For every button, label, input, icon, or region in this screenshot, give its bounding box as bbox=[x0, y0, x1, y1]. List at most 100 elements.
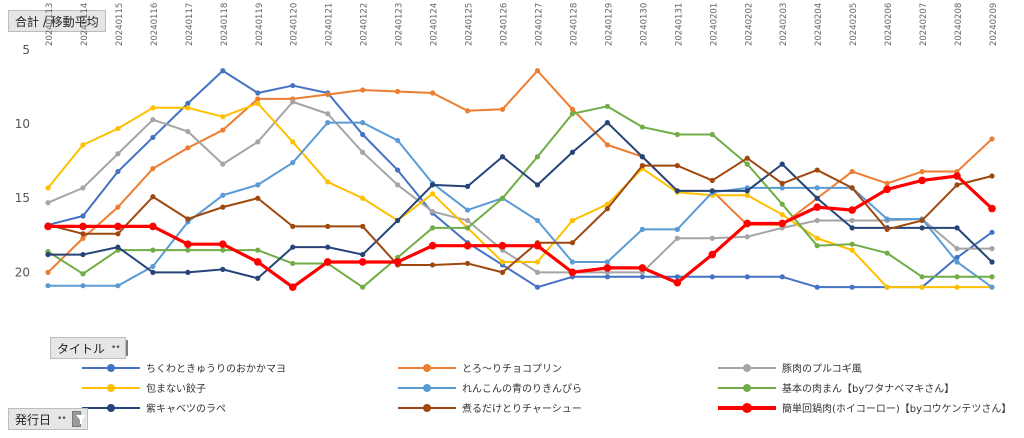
legend-swatch bbox=[718, 383, 776, 393]
legend-swatch bbox=[718, 363, 776, 373]
x-tick-label: 20240127 bbox=[534, 3, 544, 46]
data-point bbox=[499, 195, 506, 201]
data-point bbox=[115, 231, 121, 237]
data-point bbox=[150, 269, 156, 275]
data-point bbox=[989, 259, 995, 265]
data-point bbox=[499, 269, 506, 275]
x-tick-label: 20240128 bbox=[569, 3, 579, 46]
legend-item: ちくわときゅうりのおかかマヨ bbox=[82, 360, 286, 375]
data-point bbox=[849, 241, 855, 247]
legend-swatch bbox=[398, 383, 456, 393]
data-point bbox=[779, 211, 785, 218]
data-point bbox=[80, 185, 86, 191]
data-point bbox=[80, 213, 86, 219]
data-point bbox=[429, 225, 436, 231]
data-point bbox=[290, 82, 296, 89]
data-point bbox=[464, 217, 471, 224]
data-point bbox=[325, 120, 331, 126]
data-point bbox=[883, 185, 891, 194]
data-point bbox=[674, 131, 680, 138]
x-tick-label: 20240113 bbox=[45, 3, 55, 46]
data-point bbox=[428, 241, 437, 250]
y-tick-label: 10 bbox=[15, 117, 30, 131]
data-point bbox=[255, 139, 261, 145]
data-point bbox=[569, 111, 576, 117]
y-tick-label: 20 bbox=[15, 265, 30, 279]
data-point bbox=[954, 284, 960, 290]
data-point bbox=[360, 149, 366, 155]
data-point bbox=[569, 240, 576, 246]
data-point bbox=[395, 217, 401, 224]
data-point bbox=[989, 173, 995, 179]
data-point bbox=[674, 274, 680, 280]
data-point bbox=[150, 134, 156, 141]
data-point bbox=[45, 251, 51, 258]
series-line bbox=[48, 174, 994, 289]
x-tick-label: 20240122 bbox=[360, 3, 370, 46]
filter-icon[interactable] bbox=[71, 411, 87, 427]
legend-swatch bbox=[718, 402, 776, 413]
data-point bbox=[360, 131, 366, 138]
axis-field-button[interactable]: 発行日 •• bbox=[8, 408, 88, 430]
data-point bbox=[499, 154, 506, 160]
legend: ちくわときゅうりのおかかマヨ とろ〜りチョコプリン 豚肉のプルコギ風 包まない餃子 れん… bbox=[82, 360, 1022, 420]
data-point bbox=[80, 142, 86, 148]
data-point bbox=[953, 172, 961, 180]
data-point bbox=[604, 103, 611, 109]
legend-label: 包まない餃子 bbox=[146, 384, 206, 395]
data-point bbox=[290, 139, 296, 145]
data-point bbox=[744, 155, 750, 161]
data-point bbox=[638, 264, 647, 272]
data-point bbox=[150, 247, 156, 253]
data-point bbox=[360, 223, 366, 229]
x-tick-label: 20240208 bbox=[954, 3, 964, 46]
data-point bbox=[115, 244, 121, 250]
data-point bbox=[604, 142, 611, 148]
data-point bbox=[44, 222, 52, 231]
legend-swatch bbox=[398, 363, 456, 373]
data-point bbox=[429, 208, 436, 215]
data-point bbox=[674, 163, 680, 169]
data-point bbox=[779, 161, 785, 167]
data-point bbox=[779, 180, 785, 187]
data-point bbox=[569, 106, 576, 112]
data-point bbox=[290, 244, 296, 250]
data-point bbox=[255, 247, 261, 253]
data-point bbox=[709, 235, 715, 241]
data-point bbox=[220, 114, 226, 120]
filter-icon[interactable] bbox=[125, 340, 140, 356]
data-point bbox=[674, 235, 680, 241]
data-point bbox=[325, 179, 331, 185]
data-point bbox=[395, 182, 401, 188]
data-point bbox=[814, 167, 820, 173]
data-point bbox=[989, 136, 995, 142]
data-point bbox=[464, 183, 471, 189]
data-point bbox=[150, 105, 156, 111]
data-point bbox=[534, 182, 541, 188]
data-point bbox=[464, 260, 471, 267]
data-point bbox=[255, 96, 261, 102]
x-tick-label: 20240116 bbox=[150, 3, 160, 46]
data-point bbox=[709, 274, 715, 280]
data-point bbox=[639, 163, 645, 169]
series-field-button[interactable]: タイトル •• bbox=[50, 337, 140, 359]
data-point bbox=[919, 284, 925, 290]
x-tick-label: 20240115 bbox=[115, 3, 125, 46]
data-point bbox=[80, 251, 86, 258]
data-point bbox=[220, 247, 226, 253]
data-point bbox=[290, 223, 296, 229]
data-point bbox=[674, 188, 680, 194]
data-point bbox=[80, 271, 86, 277]
x-tick-label: 20240205 bbox=[849, 3, 859, 46]
data-point bbox=[919, 274, 925, 280]
data-point bbox=[220, 266, 226, 272]
data-point bbox=[255, 90, 261, 96]
data-point bbox=[80, 235, 86, 241]
x-tick-label: 20240119 bbox=[255, 3, 265, 46]
series-line bbox=[47, 69, 993, 274]
value-field-button[interactable]: 合計 / 移動平均 bbox=[8, 10, 106, 32]
data-point bbox=[849, 168, 855, 175]
data-point bbox=[814, 195, 820, 201]
data-point bbox=[150, 194, 156, 200]
legend-item: とろ〜りチョコプリン bbox=[398, 360, 562, 375]
